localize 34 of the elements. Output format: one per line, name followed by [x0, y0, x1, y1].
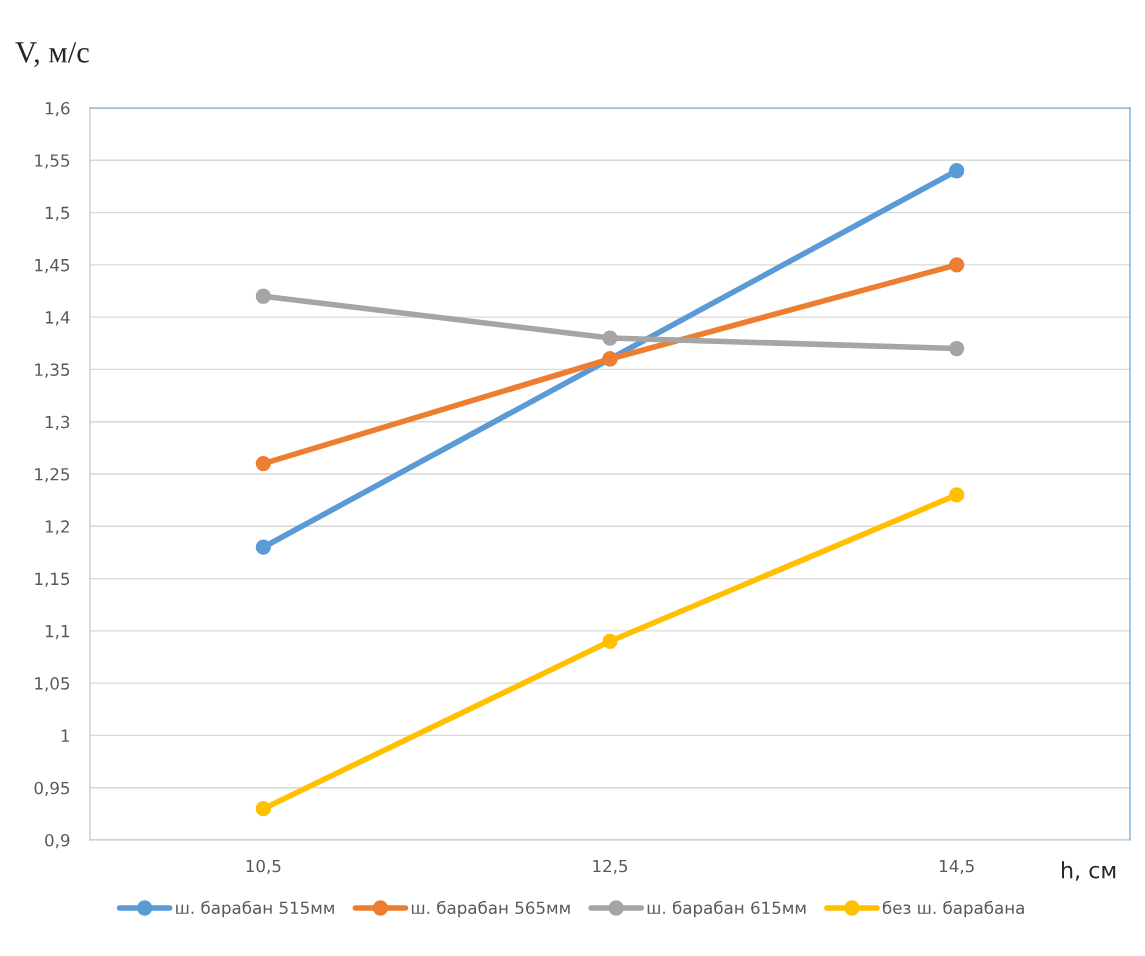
y-tick-label: 0,9 [45, 833, 70, 849]
y-tick-label: 1,3 [45, 415, 70, 430]
point [602, 633, 618, 649]
y-tick-label: 1 [61, 729, 70, 742]
y-tick-label: 1,5 [45, 206, 70, 221]
y-axis-title: V, м/с [15, 42, 89, 68]
y-tick-label: 1,6 [45, 101, 70, 117]
x-tick-label: 10,5 [246, 859, 281, 875]
y-tick-label: 1,35 [35, 363, 70, 378]
x-tick-label: 14,5 [939, 859, 974, 875]
y-tick-label: 1,05 [35, 677, 70, 692]
point [602, 330, 618, 346]
legend-label: без ш. барабана [882, 900, 1024, 918]
legend-label: ш. барабан 515мм [176, 900, 334, 918]
x-axis-title: h, см [1062, 861, 1116, 881]
point [949, 340, 965, 357]
point [255, 539, 271, 555]
y-tick-label: 1,45 [35, 259, 70, 274]
point [255, 455, 271, 472]
point [949, 257, 965, 273]
x-tick-label: 12,5 [593, 859, 628, 875]
point [949, 163, 965, 179]
point [255, 288, 271, 304]
y-tick-label: 1,2 [45, 520, 69, 535]
y-tick-label: 1,4 [45, 311, 70, 326]
legend-label: ш. барабан 565мм [411, 900, 570, 918]
y-tick-label: 1,15 [35, 572, 70, 587]
y-tick-label: 1,25 [35, 467, 70, 483]
y-tick-label: 1,1 [45, 625, 70, 640]
y-tick-label: 1,55 [35, 154, 70, 169]
legend-label: ш. барабан 615мм [647, 900, 806, 918]
point [949, 487, 965, 503]
y-tick-label: 0,95 [34, 781, 70, 796]
point [255, 800, 271, 817]
